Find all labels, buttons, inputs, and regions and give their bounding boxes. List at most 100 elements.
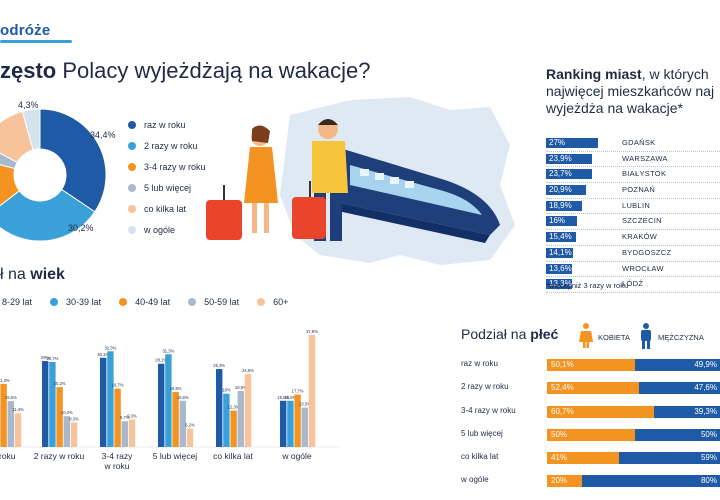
- ranking-city: ŁÓDŹ: [622, 279, 644, 289]
- ranking-city: LUBLIN: [622, 200, 651, 210]
- age-category-label: co kilka lat: [213, 451, 253, 461]
- ranking-city: GDAŃSK: [622, 138, 656, 147]
- ranking-city: WROCŁAW: [622, 263, 664, 273]
- donut-label: 30,2%: [68, 223, 94, 233]
- age-bar-label: 9,3%: [127, 413, 137, 418]
- age-bar: [287, 400, 294, 447]
- gender-male-value: 47,6%: [694, 383, 717, 393]
- age-bar-label: 19,7%: [112, 383, 124, 388]
- age-category-label: w ogóle: [281, 451, 312, 461]
- age-bar-chart: 21,3%15,5%11,4%w roku29%28,7%20,2%10,4%8…: [0, 329, 340, 471]
- ranking-value: 15,4%: [549, 232, 572, 242]
- ranking-row: 14,1% BYDGOSZCZ: [546, 246, 720, 262]
- gender-female-value: 50,1%: [551, 360, 574, 369]
- ranking-row: 23,9% WARSZAWA: [546, 152, 720, 168]
- age-bar-label: 18,6%: [170, 386, 182, 391]
- gender-row: co kilka lat 41% 59%: [461, 450, 720, 473]
- gender-section-title: Podział na płeć: [461, 326, 558, 342]
- gender-bar-female: 41%: [547, 452, 620, 465]
- gender-title-bold: płeć: [530, 326, 559, 342]
- gender-bar: 41% 59%: [547, 452, 720, 465]
- age-bar-label: 12,3%: [228, 405, 240, 410]
- gender-bar-male: 50%: [635, 428, 720, 441]
- ranking-value: 27%: [549, 138, 566, 147]
- legend-swatch: [188, 298, 197, 306]
- train-icon: [330, 145, 500, 243]
- male-label: MĘŻCZYZNA: [658, 333, 704, 342]
- gender-male-value: 39,3%: [694, 406, 717, 416]
- age-bar-label: 8,3%: [69, 416, 79, 421]
- age-bar-label: 11,4%: [12, 407, 24, 412]
- legend-label: raz w roku: [144, 120, 186, 130]
- age-bar: [244, 374, 252, 447]
- age-bar-label: 30,1%: [97, 352, 109, 357]
- gender-row: 3-4 razy w roku 60,7% 39,3%: [461, 404, 720, 427]
- legend-label: co kilka lat: [144, 204, 187, 214]
- gender-bar-male: 39,3%: [653, 405, 720, 418]
- donut-slice: [0, 164, 21, 207]
- age-bar: [223, 393, 230, 447]
- ranking-value: 16%: [549, 216, 566, 226]
- ranking-city: WARSZAWA: [622, 153, 668, 163]
- age-bar-label: 20,2%: [54, 381, 66, 386]
- legend-swatch: [257, 298, 266, 306]
- gender-bar-male: 80%: [582, 475, 720, 488]
- age-bar: [7, 401, 14, 447]
- male-icon: [641, 323, 651, 349]
- gender-male-value: 59%: [700, 453, 717, 463]
- legend-item: co kilka lat: [128, 204, 206, 214]
- age-bar: [114, 388, 121, 447]
- ranking-title-line2: najwięcej mieszkańców naj: [546, 83, 715, 99]
- age-bar-label: 32,3%: [104, 345, 116, 350]
- ranking-bar: [546, 138, 598, 148]
- gender-category: 3-4 razy w roku: [461, 405, 516, 415]
- age-legend-item: 50-59 lat: [188, 297, 239, 307]
- age-bar: [49, 361, 56, 447]
- donut-slice: [39, 108, 107, 213]
- ranking-bar: [546, 185, 587, 196]
- age-bar-label: 31,3%: [162, 348, 174, 353]
- age-bar: [100, 357, 107, 447]
- gender-bar: 20% 80%: [547, 475, 720, 488]
- ranking-value: 13,6%: [549, 263, 572, 273]
- age-bar-label: 18%: [222, 388, 231, 393]
- ranking-city: POZNAŃ: [622, 185, 656, 195]
- legend-label: 60+: [273, 297, 289, 307]
- age-bar: [280, 400, 287, 447]
- frequency-legend: raz w roku 2 razy w roku 3-4 razy w roku 5 …: [128, 120, 206, 246]
- gender-bar: 50% 50%: [547, 428, 720, 441]
- ranking-bar: [546, 153, 593, 164]
- gender-category: 2 razy w roku: [461, 382, 509, 392]
- ranking-city: SZCZECIN: [622, 216, 662, 226]
- age-bar-label: 24,6%: [242, 368, 254, 373]
- gender-bar-male: 47,6%: [639, 382, 720, 395]
- age-bar-label: 8,7%: [120, 415, 130, 420]
- ranking-bar: [546, 247, 574, 258]
- age-legend: 8-29 lat 30-39 lat 40-49 lat 50-59 lat 60+: [0, 297, 306, 307]
- ranking-value: 20,9%: [549, 185, 572, 195]
- legend-swatch: [128, 142, 136, 150]
- age-bar: [294, 394, 301, 447]
- legend-label: 8-29 lat: [2, 297, 33, 307]
- age-bar-label: 10,4%: [61, 410, 73, 415]
- legend-swatch: [128, 163, 136, 171]
- age-bar: [158, 363, 165, 447]
- age-bar: [42, 361, 49, 447]
- age-legend-item: 8-29 lat: [0, 297, 32, 307]
- ranking-row: 13,6% WROCŁAW: [546, 262, 720, 278]
- age-bar: [186, 428, 194, 447]
- ranking-row: 18,9% LUBLIN: [546, 199, 720, 215]
- logo-underline: [0, 40, 72, 43]
- ranking-bar: [546, 216, 577, 227]
- age-title-rest: ł na: [0, 266, 31, 283]
- age-bar-label: 28,1%: [155, 358, 167, 363]
- age-bar-label: 15,6%: [177, 395, 189, 400]
- ranking-value: 13,3%: [549, 279, 572, 289]
- gender-chart: raz w roku 50,1% 49,9% 2 razy w roku 52,4% 47…: [461, 357, 720, 497]
- age-bar: [107, 351, 114, 447]
- legend-swatch: [50, 298, 59, 306]
- age-bar-label: 15,6%: [284, 395, 296, 400]
- gender-row: 5 lub więcej 50% 50%: [461, 427, 720, 450]
- ranking-footnote: *więcej niż 3 razy w roku: [546, 281, 629, 290]
- age-bar: [172, 391, 179, 447]
